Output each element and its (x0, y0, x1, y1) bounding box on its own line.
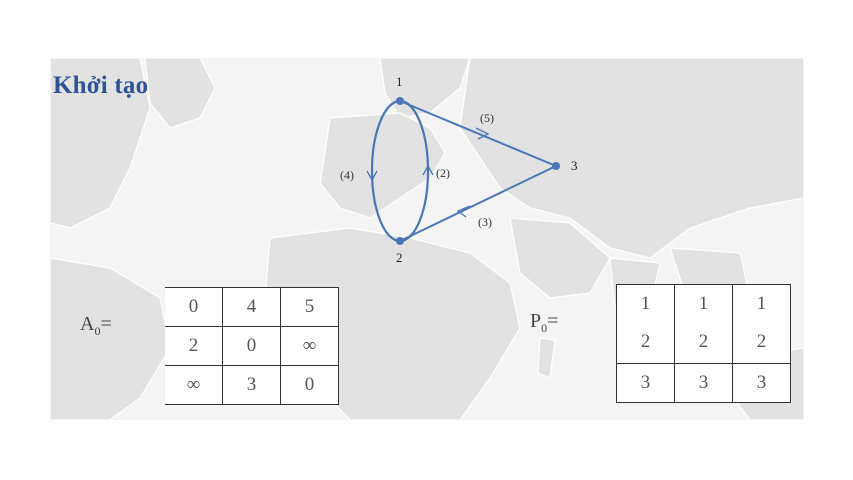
arrowhead-2-1 (422, 164, 434, 176)
matrix-a-cell: 2 (165, 326, 223, 366)
matrix-a-cell: 3 (222, 365, 281, 405)
world-map-background (50, 58, 804, 420)
matrix-p-row: 3 3 3 (616, 363, 791, 403)
matrix-p: 1 2 1 2 1 2 3 3 3 (616, 284, 791, 403)
matrix-p-row: 1 2 1 2 1 2 (616, 284, 791, 364)
matrix-p-label-sub: 0 (541, 321, 548, 335)
matrix-a-cell: 4 (222, 287, 281, 327)
node-3-label: 3 (571, 158, 578, 173)
matrix-p-cell: 3 (616, 363, 675, 403)
matrix-p-cell: 1 2 (732, 284, 791, 364)
slide-title: Khởi tạo (53, 72, 149, 99)
matrix-a-cell: 0 (280, 365, 339, 405)
matrix-p-cell: 3 (674, 363, 733, 403)
matrix-a-label-suffix: = (100, 313, 112, 335)
arrowhead-1-2 (366, 170, 378, 182)
node-2-label: 2 (396, 250, 403, 265)
slide-background (50, 58, 804, 420)
edge-1-3-label: (5) (480, 111, 494, 125)
matrix-p-label: P0= (530, 310, 558, 336)
matrix-p-cell-line: 2 (640, 331, 651, 352)
matrix-a-label-main: A (80, 313, 95, 335)
arrowhead-1-3 (475, 127, 490, 140)
matrix-p-label-main: P (530, 310, 542, 332)
matrix-a-row: ∞ 3 0 (165, 365, 339, 405)
matrix-a-cell: 5 (280, 287, 339, 327)
matrix-a: 0 4 5 2 0 ∞ ∞ 3 0 (165, 287, 339, 405)
matrix-a-label: A0= (80, 313, 112, 339)
matrix-a-label-sub: 0 (94, 324, 101, 338)
matrix-p-cell-line: 1 (698, 293, 709, 314)
matrix-p-cell-line: 2 (756, 331, 767, 352)
node-1 (396, 97, 404, 105)
matrix-a-row: 0 4 5 (165, 287, 339, 327)
matrix-a-cell: 0 (222, 326, 281, 366)
matrix-p-cell: 1 2 (616, 284, 675, 364)
node-2 (396, 237, 404, 245)
edge-loop-1-2 (370, 99, 430, 243)
matrix-a-cell: ∞ (280, 326, 339, 366)
matrix-p-cell: 1 2 (674, 284, 733, 364)
matrix-p-cell: 3 (732, 363, 791, 403)
edge-3-2 (399, 165, 557, 242)
node-1-label: 1 (396, 74, 403, 89)
edge-1-3 (399, 100, 557, 167)
matrix-p-cell-line: 2 (698, 331, 709, 352)
matrix-a-cell: ∞ (165, 365, 223, 405)
edge-2-1-label: (2) (436, 166, 450, 180)
edge-1-2-label: (4) (340, 168, 354, 182)
matrix-p-cell-line: 1 (756, 293, 767, 314)
matrix-a-row: 2 0 ∞ (165, 326, 339, 366)
edge-3-2-label: (3) (478, 215, 492, 229)
matrix-p-label-suffix: = (547, 310, 559, 332)
node-3 (552, 162, 560, 170)
matrix-p-cell-line: 1 (640, 293, 651, 314)
matrix-a-cell: 0 (165, 287, 223, 327)
arrowhead-3-2 (456, 205, 471, 218)
